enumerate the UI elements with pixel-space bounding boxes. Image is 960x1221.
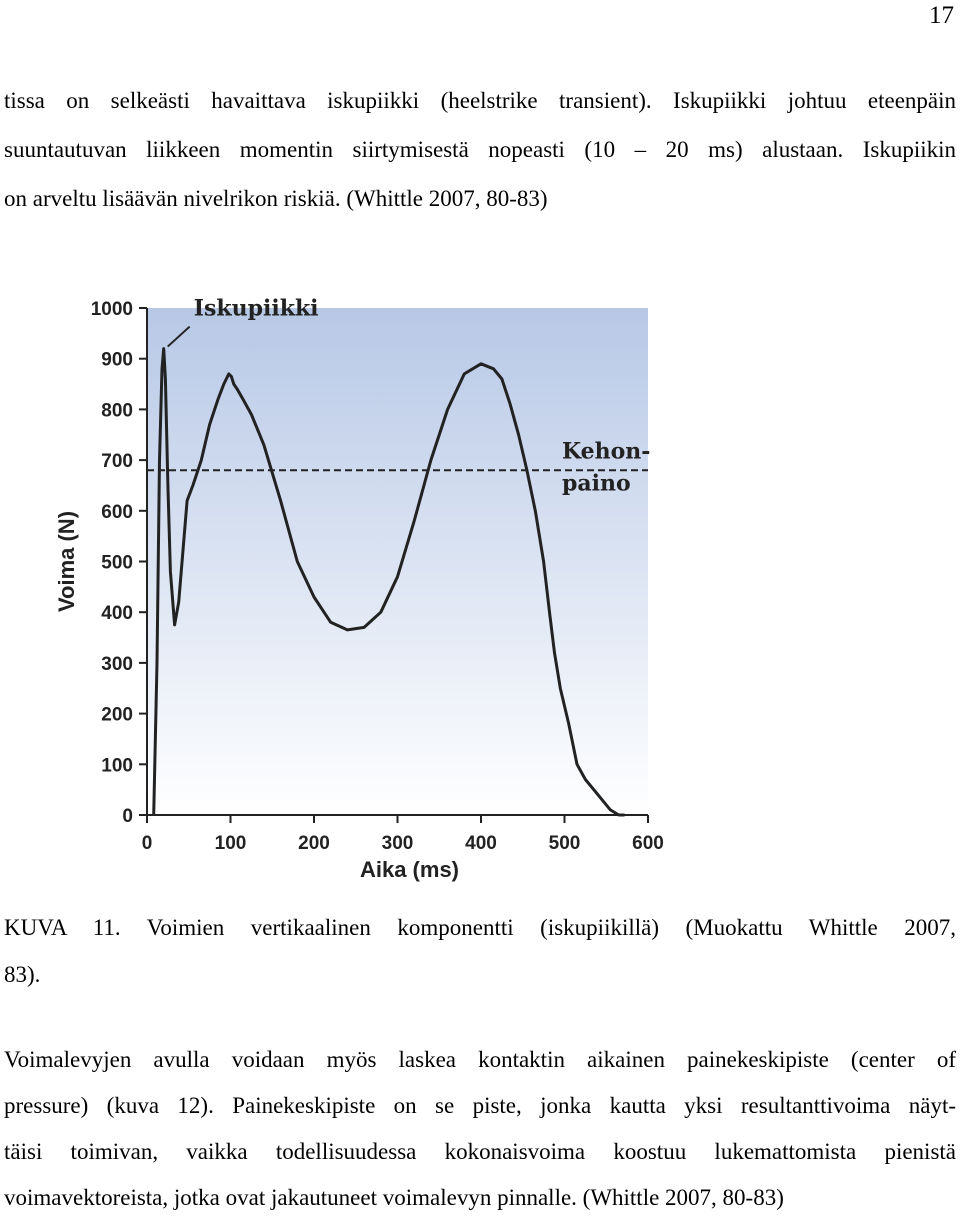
y-tick-label: 700 <box>101 451 133 472</box>
y-tick-label: 800 <box>101 400 133 421</box>
x-tick-label: 100 <box>215 833 247 854</box>
x-tick-label: 400 <box>465 833 497 854</box>
figure-caption: KUVA 11. Voimien vertikaalinen komponent… <box>4 904 956 998</box>
plot-background <box>147 308 648 815</box>
y-tick-label: 600 <box>101 502 133 523</box>
paragraph-line: on arveltu lisäävän nivelrikon riskiä. (… <box>4 186 548 211</box>
paragraph-line: Voimalevyjen avulla voidaan myös laskea … <box>4 1047 956 1072</box>
x-tick-label: 500 <box>549 833 581 854</box>
force-chart: 0 100 200 300 400 500 600 700 800 900 1000 0 100 200 3… <box>54 296 664 882</box>
x-tick-label: 0 <box>142 833 153 854</box>
paragraph-line: voimavektoreista, jotka ovat jakautuneet… <box>4 1185 784 1210</box>
x-tick-label: 200 <box>298 833 330 854</box>
x-tick-label: 600 <box>632 833 664 854</box>
y-tick-label: 300 <box>101 654 133 675</box>
x-tick-label: 300 <box>382 833 414 854</box>
y-tick-label: 100 <box>101 755 133 776</box>
y-tick-label: 500 <box>101 553 133 574</box>
series-line <box>152 347 625 817</box>
paragraph-2: Voimalevyjen avulla voidaan myös laskea … <box>4 1037 956 1221</box>
y-tick-label: 1000 <box>91 299 133 320</box>
y-tick-label: 0 <box>122 806 133 827</box>
annotation-paino: paino <box>562 471 631 497</box>
y-tick-label: 400 <box>101 603 133 624</box>
paragraph-line: tissa on selkeästi havaittava iskupiikki… <box>4 88 956 113</box>
paragraph-1: tissa on selkeästi havaittava iskupiikki… <box>4 76 956 223</box>
page-number: 17 <box>929 2 954 29</box>
caption-line: KUVA 11. Voimien vertikaalinen komponent… <box>4 915 956 940</box>
paragraph-line: pressure) (kuva 12). Painekeskipiste on … <box>4 1093 956 1118</box>
paragraph-line: täisi toimivan, vaikka todellisuudessa k… <box>4 1139 956 1164</box>
y-axis-label: Voima (N) <box>54 511 79 612</box>
y-tick-label: 900 <box>101 350 133 371</box>
annotation-pointer <box>167 325 191 348</box>
annotation-kehon: Kehon- <box>562 439 650 465</box>
annotation-iskupiikki: Iskupiikki <box>194 296 319 322</box>
y-tick-label: 200 <box>101 705 133 726</box>
caption-line: 83). <box>4 962 41 987</box>
paragraph-line: suuntautuvan liikkeen momentin siirtymis… <box>4 137 956 162</box>
x-axis-label: Aika (ms) <box>360 857 459 882</box>
